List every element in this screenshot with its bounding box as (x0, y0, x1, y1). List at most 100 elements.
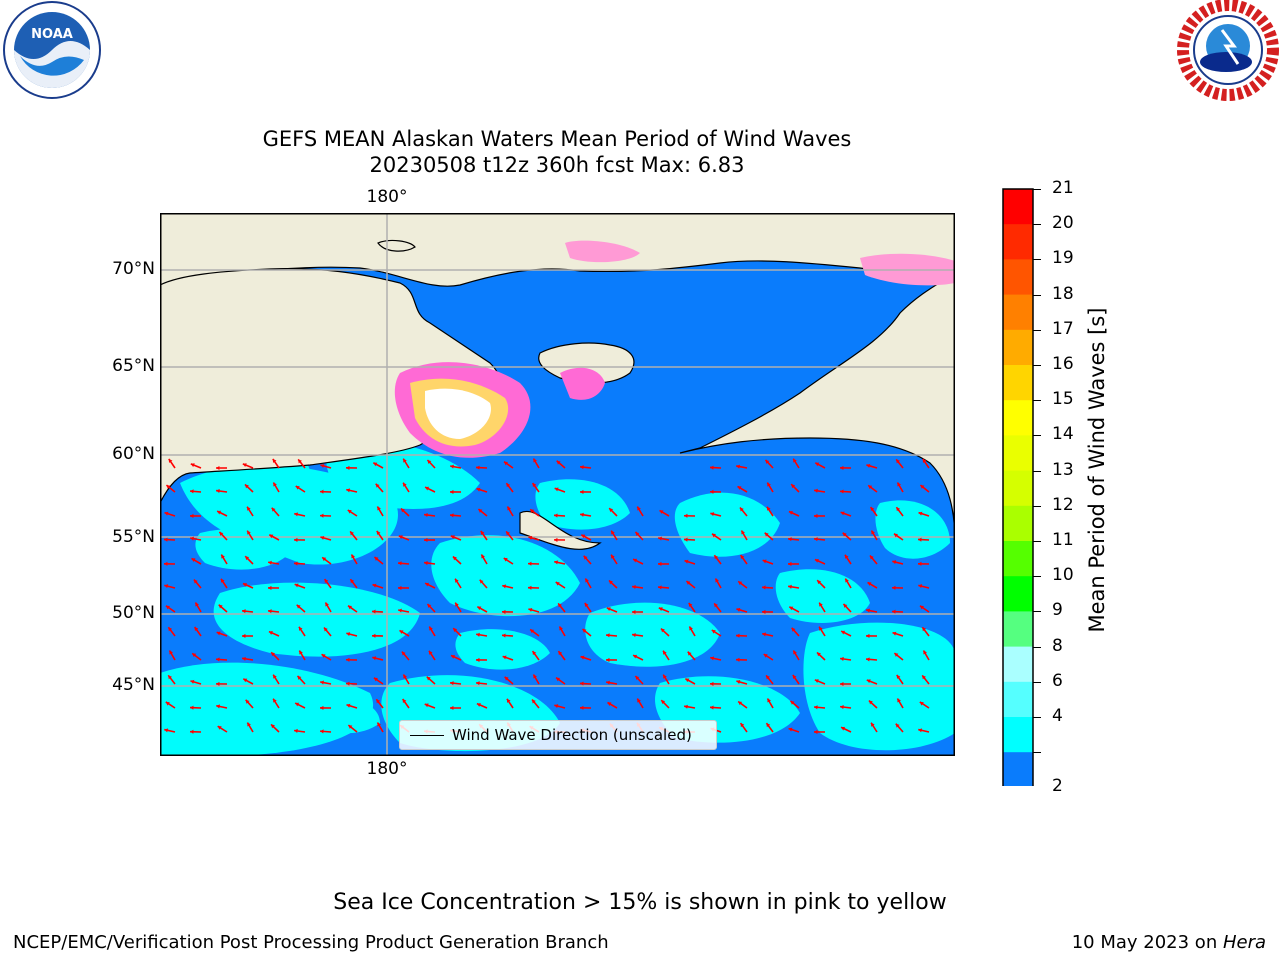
wind-arrow-head (450, 464, 454, 469)
wind-arrow-head (191, 558, 196, 562)
wind-arrow-head (320, 463, 325, 468)
wind-arrow-head (348, 605, 352, 610)
wind-arrow-head (424, 512, 428, 518)
wind-arrow-head (922, 458, 927, 463)
wind-arrow-head (400, 508, 405, 513)
wind-arrow-head (840, 681, 844, 687)
wind-arrow-head (684, 559, 689, 564)
wind-arrow-head (584, 602, 589, 607)
wind-arrow-head (868, 700, 873, 705)
wind-arrow-head (583, 555, 588, 560)
wind-arrow-head (684, 537, 688, 542)
wind-arrow-head (919, 605, 924, 610)
colorbar-tick-label: 8 (1052, 635, 1063, 656)
wind-arrow-head (528, 607, 533, 612)
colorbar-tick-label: 11 (1052, 530, 1074, 550)
wind-arrow-head (190, 705, 194, 710)
colorbar-band (1003, 400, 1033, 436)
wind-arrow-head (710, 656, 715, 661)
wind-arrow-head (710, 465, 714, 470)
wind-arrow-head (814, 559, 819, 563)
lat-label-55: 55°N (112, 527, 155, 547)
wind-arrow-head (273, 674, 277, 679)
wind-arrow-head (429, 626, 433, 631)
wind-arrow-head (216, 681, 220, 686)
wind-arrow-head (398, 585, 402, 591)
colorbar-tick-mark (1033, 717, 1041, 718)
wind-arrow-head (637, 698, 641, 703)
wind-arrow-head (736, 464, 740, 469)
wind-arrow-head (791, 627, 796, 632)
wind-arrow-head (554, 487, 559, 492)
chart-title-line2: 20230508 t12z 360h fcst Max: 6.83 (369, 153, 745, 177)
colorbar-tick-label: 15 (1052, 389, 1074, 410)
wind-arrow-head (450, 489, 454, 495)
wind-arrow-head (896, 459, 900, 464)
wind-arrow-head (325, 602, 329, 607)
wind-arrow-head (870, 507, 875, 512)
wind-arrow-head (637, 506, 641, 511)
colorbar (1002, 188, 1034, 786)
wind-arrow-head (554, 560, 559, 565)
wind-arrow-head (918, 537, 922, 542)
wind-arrow-head (580, 681, 584, 686)
wind-arrow-head (920, 485, 925, 489)
wind-arrow-head (922, 627, 927, 632)
wind-arrow-head (866, 608, 870, 613)
wind-arrow-head (190, 463, 195, 468)
wind-arrow-head (866, 463, 871, 468)
wind-arrow-head (219, 531, 224, 536)
colorbar-tick-mark (1033, 752, 1041, 754)
wind-arrow-head (918, 561, 922, 566)
colorbar-tick-label: 2 (1052, 776, 1063, 797)
noaa-logo: NOAA (3, 1, 101, 99)
colorbar-band (1003, 224, 1033, 260)
wind-arrow-head (922, 675, 926, 680)
colorbar-tick-label: 12 (1052, 494, 1074, 515)
wind-arrow-head (892, 560, 897, 565)
wind-arrow-head (294, 537, 298, 542)
wind-arrow-head (506, 483, 511, 488)
wind-arrow-head (398, 608, 402, 613)
wind-arrow-head (322, 557, 327, 562)
nws-logo (1177, 0, 1279, 101)
colorbar-band (1003, 541, 1033, 577)
wind-arrow-head (792, 674, 797, 679)
wind-arrow-head (793, 650, 797, 655)
wind-arrow-head (296, 604, 301, 609)
wind-arrow-head (793, 458, 797, 463)
wind-arrow-head (528, 535, 533, 540)
colorbar-band (1003, 365, 1033, 401)
wind-arrow-head (845, 578, 849, 583)
wind-arrow-head (608, 580, 613, 585)
wind-arrow-head (814, 513, 818, 519)
wind-arrow-head (220, 578, 225, 583)
colorbar-band (1003, 329, 1033, 366)
wind-arrow-head (897, 482, 901, 487)
wind-arrow-head (606, 633, 610, 638)
wind-arrow-head (533, 458, 537, 463)
wind-arrow-head (819, 602, 823, 607)
colorbar-tick-label: 16 (1052, 354, 1074, 374)
wind-arrow-head (376, 530, 381, 535)
wind-arrow-head (688, 602, 693, 607)
wind-arrow-head (377, 722, 381, 727)
wind-arrow-head (190, 489, 194, 494)
wind-arrow-head (715, 578, 719, 583)
wind-arrow-head (273, 698, 277, 703)
map-panel (160, 213, 955, 756)
colorbar-tick-mark (1033, 470, 1041, 472)
wind-arrow-head (190, 679, 195, 684)
wind-arrow-head (606, 680, 610, 685)
wind-arrow-head (687, 651, 692, 656)
wind-arrow-head (580, 465, 584, 470)
wind-arrow-head (633, 558, 638, 563)
wind-arrow-head (840, 705, 844, 710)
wind-arrow-head (814, 488, 818, 493)
footer-organization: NCEP/EMC/Verification Post Processing Pr… (13, 932, 609, 953)
wind-arrow-head (216, 465, 220, 471)
wind-arrow-head (923, 650, 927, 655)
wind-arrow-head (736, 657, 740, 662)
wind-arrow-head (766, 506, 771, 511)
wind-arrow-head (217, 726, 222, 730)
